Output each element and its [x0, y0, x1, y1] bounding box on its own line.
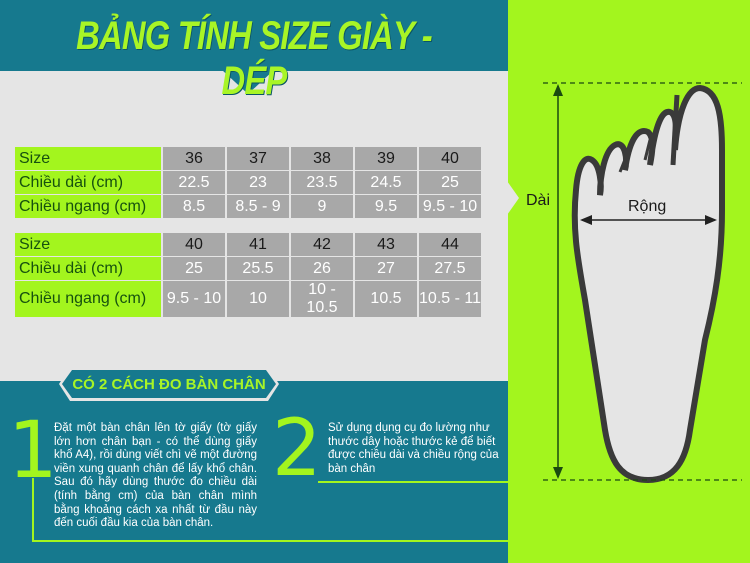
- row-label: Size: [15, 233, 161, 256]
- table-cell: 43: [355, 233, 417, 256]
- table-cell: 37: [227, 147, 289, 170]
- row-label: Size: [15, 147, 161, 170]
- table-cell: 8.5: [163, 195, 225, 218]
- title-band: [0, 0, 508, 71]
- table-cell: 23.5: [291, 171, 353, 194]
- table-cell: 9: [291, 195, 353, 218]
- table-row: Chiều dài (cm) 25 25.5 26 27 27.5: [15, 257, 481, 280]
- table-cell: 26: [291, 257, 353, 280]
- table-cell: 9.5: [355, 195, 417, 218]
- table-cell: 10: [227, 281, 289, 317]
- width-label: Rộng: [628, 198, 667, 215]
- table-cell: 9.5 - 10: [163, 281, 225, 317]
- methods-section: [0, 381, 508, 563]
- table-cell: 27: [355, 257, 417, 280]
- table-cell: 40: [163, 233, 225, 256]
- page-title: BẢNG TÍNH SIZE GIÀY - DÉP: [76, 14, 433, 103]
- row-label: Chiều ngang (cm): [15, 281, 161, 317]
- method-2-text: Sử dụng dụng cụ đo lường như thước dây h…: [328, 422, 499, 475]
- method-1-number: 1: [8, 406, 58, 496]
- methods-heading-badge: [62, 370, 276, 398]
- table-cell: 25: [163, 257, 225, 280]
- table-row: Size 36 37 38 39 40: [15, 147, 481, 170]
- table-row: Chiều ngang (cm) 8.5 8.5 - 9 9 9.5 9.5 - 10: [15, 195, 481, 218]
- table-row: Chiều ngang (cm) 9.5 - 10 10 10 - 10.5 10.5 1…: [15, 281, 481, 317]
- arrow-head-left-icon: [580, 215, 592, 225]
- table-row: Size 40 41 42 43 44: [15, 233, 481, 256]
- table-cell: 22.5: [163, 171, 225, 194]
- method-1-underline: [32, 540, 508, 542]
- table-cell: 24.5: [355, 171, 417, 194]
- table-cell: 41: [227, 233, 289, 256]
- table-cell: 44: [419, 233, 481, 256]
- length-label: Dài: [526, 192, 551, 209]
- foot-outline-icon: [571, 84, 725, 484]
- table-cell: 42: [291, 233, 353, 256]
- table-cell: 25.5: [227, 257, 289, 280]
- table-cell: 38: [291, 147, 353, 170]
- title-pointer: [222, 70, 274, 94]
- table-cell: 10 - 10.5: [291, 281, 353, 317]
- table-cell: 27.5: [419, 257, 481, 280]
- panel-pointer: [507, 181, 519, 215]
- method-1-line: [32, 478, 34, 542]
- table-cell: 36: [163, 147, 225, 170]
- table-cell: 23: [227, 171, 289, 194]
- table-cell: 10.5 - 11: [419, 281, 481, 317]
- table-cell: 39: [355, 147, 417, 170]
- size-table-2: Size 40 41 42 43 44 Chiều dài (cm) 25 25.5 26 27 27…: [13, 232, 483, 318]
- table-row: Chiều dài (cm) 22.5 23 23.5 24.5 25: [15, 171, 481, 194]
- arrow-head-up-icon: [553, 84, 563, 96]
- table-cell: 9.5 - 10: [419, 195, 481, 218]
- method-2-number: 2: [272, 404, 322, 494]
- table-cell: 25: [419, 171, 481, 194]
- method-1-text: Đặt một bàn chân lên tờ giấy (tờ giấy lớ…: [54, 422, 257, 530]
- table-cell: 8.5 - 9: [227, 195, 289, 218]
- arrow-head-right-icon: [705, 215, 717, 225]
- methods-heading: CÓ 2 CÁCH ĐO BÀN CHÂN: [72, 376, 266, 393]
- arrow-head-down-icon: [553, 467, 563, 479]
- row-label: Chiều ngang (cm): [15, 195, 161, 218]
- table-cell: 40: [419, 147, 481, 170]
- method-2-underline: [318, 481, 508, 483]
- row-label: Chiều dài (cm): [15, 257, 161, 280]
- table-cell: 10.5: [355, 281, 417, 317]
- row-label: Chiều dài (cm): [15, 171, 161, 194]
- size-table-1: Size 36 37 38 39 40 Chiều dài (cm) 22.5 23 23.5 24…: [13, 146, 483, 219]
